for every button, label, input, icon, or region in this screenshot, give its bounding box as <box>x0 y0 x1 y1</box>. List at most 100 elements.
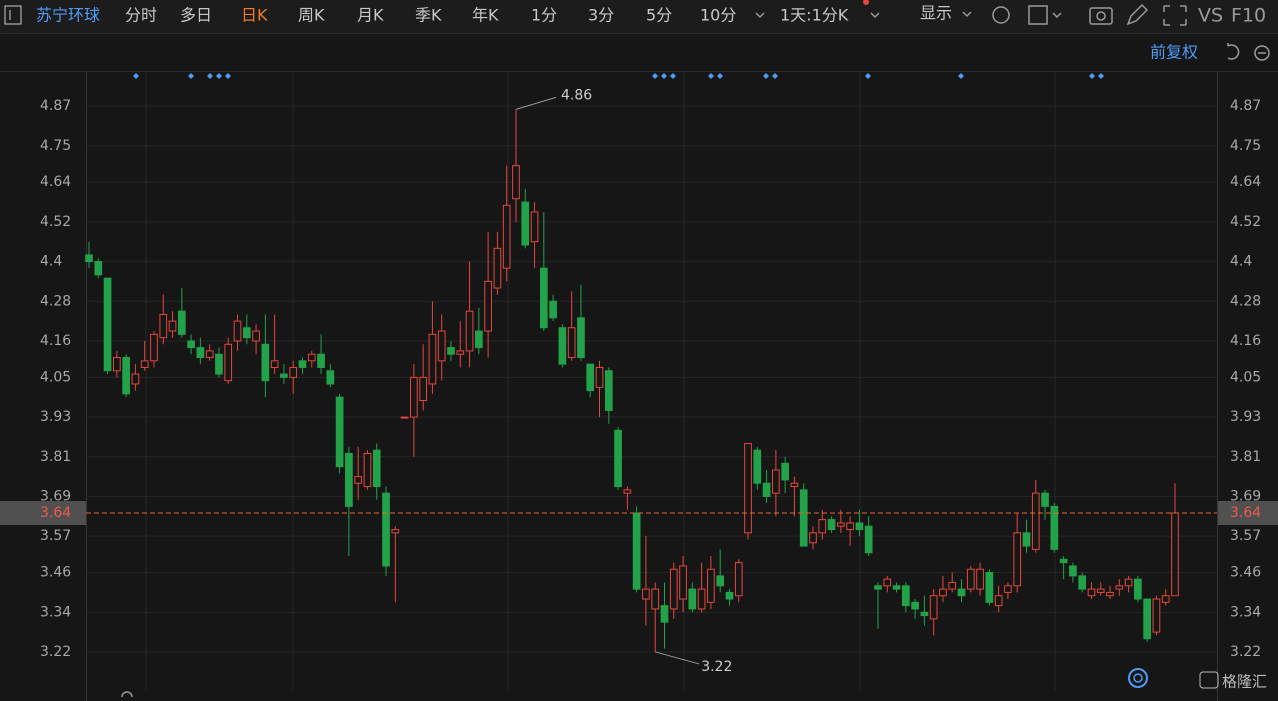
zoom-out-icon[interactable] <box>1254 45 1270 61</box>
y-tick-label-right: 4.16 <box>1230 333 1261 349</box>
menu-icon[interactable] <box>4 5 22 25</box>
period-tab[interactable]: 周K <box>298 6 325 25</box>
dropdown-arrow <box>1052 12 1062 19</box>
candle-body <box>1171 512 1179 597</box>
event-marker <box>708 73 714 79</box>
candle-body <box>298 360 307 368</box>
display-select[interactable]: 显示 <box>920 4 952 23</box>
candle-body <box>809 532 817 544</box>
candle-body <box>1087 588 1096 597</box>
candle-body <box>1050 505 1059 550</box>
period-tab[interactable]: 5分 <box>646 6 672 25</box>
period-tab[interactable]: 分时 <box>125 6 157 25</box>
candle-body <box>159 314 168 339</box>
f10-button[interactable]: F10 <box>1231 5 1266 27</box>
watermark: 格隆汇 <box>1222 673 1267 691</box>
y-tick-label-right: 3.34 <box>1230 604 1261 620</box>
candle-body <box>660 605 669 623</box>
candle-body <box>753 449 762 484</box>
y-tick-label-right: 4.05 <box>1230 369 1261 385</box>
candle-body <box>697 588 706 610</box>
vs-button[interactable]: VS <box>1198 5 1223 27</box>
y-tick-label: 3.81 <box>40 449 71 465</box>
candle-body <box>215 353 223 375</box>
period-tab[interactable]: 3分 <box>588 6 614 25</box>
candle-body <box>604 370 613 411</box>
candle-body <box>846 522 854 531</box>
event-marker <box>772 73 778 79</box>
period-tab[interactable]: 10分 <box>700 6 736 25</box>
candle-body <box>781 462 789 481</box>
event-marker <box>216 73 222 79</box>
candle-body <box>920 611 929 617</box>
event-marker <box>188 73 194 79</box>
candle-body <box>762 482 771 497</box>
pen-icon[interactable] <box>1126 3 1149 26</box>
low-label: 3.22 <box>701 659 732 675</box>
candle-body <box>317 353 325 368</box>
candle-body <box>1069 565 1077 577</box>
candle-body <box>948 581 957 590</box>
candle-body <box>410 376 418 418</box>
candle-body <box>484 280 492 332</box>
event-marker <box>1089 73 1095 79</box>
candle-body <box>447 347 455 355</box>
y-tick-label: 3.93 <box>40 409 71 425</box>
candle-body <box>818 519 827 534</box>
candle-body <box>1115 585 1124 590</box>
candle-body <box>233 320 242 342</box>
current-price-box <box>0 501 86 526</box>
candle-body <box>1059 558 1068 564</box>
period-tab[interactable]: 年K <box>472 6 499 25</box>
event-marker <box>652 73 658 79</box>
candle-body <box>976 568 984 590</box>
assist-icon[interactable] <box>1128 668 1148 688</box>
period-tab[interactable]: 多日 <box>180 6 212 25</box>
y-tick-label: 3.57 <box>40 528 71 544</box>
dropdown-arrow <box>755 12 765 19</box>
period-tab[interactable]: 月K <box>357 6 384 25</box>
candle-body <box>1106 591 1114 597</box>
candle-body <box>205 350 214 359</box>
period-tab[interactable]: 季K <box>415 6 442 25</box>
y-tick-label-right: 3.81 <box>1230 449 1261 465</box>
camera-icon[interactable] <box>1089 7 1113 25</box>
period-select[interactable]: 1天:1分K <box>780 6 849 25</box>
current-price-box-right <box>1218 501 1278 526</box>
toolbar <box>0 0 1278 33</box>
candle-body <box>289 366 298 378</box>
candle-body <box>623 489 632 494</box>
candle-body <box>363 452 372 488</box>
candle-body <box>475 330 483 349</box>
candle-body <box>242 327 251 339</box>
adjust-mode[interactable]: 前复权 <box>1150 43 1198 62</box>
undo-icon[interactable] <box>1227 43 1240 60</box>
candle-body <box>1124 578 1133 587</box>
stock-name[interactable]: 苏宁环球 <box>36 6 100 25</box>
y-tick-label: 3.22 <box>40 644 71 660</box>
candle-body <box>382 492 390 567</box>
y-tick-label-right: 4.4 <box>1230 254 1252 270</box>
dropdown-arrow <box>870 12 880 19</box>
fullscreen-icon[interactable] <box>1163 5 1187 26</box>
candle-body <box>150 333 158 362</box>
candle-body <box>567 327 576 359</box>
candle-body <box>113 357 121 372</box>
candle-body <box>994 595 1003 607</box>
box-icon[interactable] <box>1028 5 1048 25</box>
candle-body <box>1134 578 1142 600</box>
tabs: 分时 多日 日K 周K 月K 季K 年K 1分 3分 5分 10分 <box>125 6 765 25</box>
period-tab[interactable]: 1分 <box>531 6 557 25</box>
candle-body <box>493 247 502 289</box>
candle-body <box>744 443 752 534</box>
candle-body <box>864 525 873 554</box>
candle-body <box>679 565 687 600</box>
candle-body <box>1152 598 1161 633</box>
badge <box>863 0 869 5</box>
candle-body <box>799 489 808 547</box>
assist-icon-inner <box>1133 673 1143 683</box>
candle-body <box>465 310 474 352</box>
period-tab[interactable]: 日K <box>241 6 268 25</box>
settings-icon[interactable] <box>992 6 1010 24</box>
